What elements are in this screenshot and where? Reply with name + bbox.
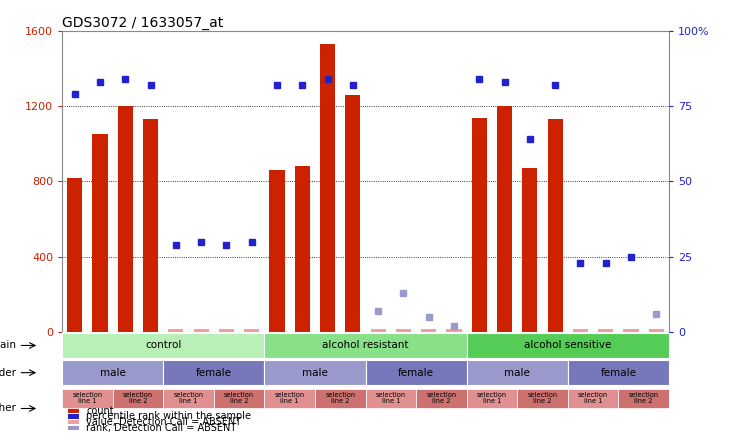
Bar: [598, 329, 613, 332]
Bar: [447, 329, 461, 332]
Bar: [118, 106, 133, 332]
Text: alcohol resistant: alcohol resistant: [322, 341, 409, 350]
Bar: [548, 119, 563, 332]
Bar: [265, 388, 315, 408]
Bar: [497, 106, 512, 332]
Text: selection
line 2: selection line 2: [123, 392, 153, 404]
Bar: [366, 388, 416, 408]
Text: selection
line 1: selection line 1: [578, 392, 608, 404]
Text: selection
line 1: selection line 1: [275, 392, 305, 404]
Bar: [68, 408, 79, 413]
Text: alcohol sensitive: alcohol sensitive: [524, 341, 611, 350]
Bar: [113, 388, 163, 408]
Text: selection
line 1: selection line 1: [173, 392, 204, 404]
Bar: [163, 388, 213, 408]
Text: selection
line 1: selection line 1: [72, 392, 102, 404]
Text: count: count: [86, 406, 114, 416]
Text: GDS3072 / 1633057_at: GDS3072 / 1633057_at: [62, 16, 224, 30]
Bar: [366, 361, 466, 385]
Text: male: male: [302, 368, 328, 378]
Text: female: female: [600, 368, 636, 378]
Text: selection
line 2: selection line 2: [426, 392, 456, 404]
Bar: [295, 166, 310, 332]
Bar: [618, 388, 669, 408]
Bar: [568, 361, 669, 385]
Bar: [396, 329, 411, 332]
Bar: [265, 333, 466, 358]
Text: selection
line 2: selection line 2: [527, 392, 558, 404]
Bar: [213, 388, 265, 408]
Bar: [421, 329, 436, 332]
Text: selection
line 2: selection line 2: [224, 392, 254, 404]
Bar: [62, 388, 113, 408]
Text: female: female: [196, 368, 232, 378]
Bar: [568, 388, 618, 408]
Bar: [265, 361, 366, 385]
Text: male: male: [99, 368, 126, 378]
Text: selection
line 2: selection line 2: [629, 392, 659, 404]
Bar: [522, 168, 537, 332]
Bar: [68, 426, 79, 430]
Bar: [194, 329, 209, 332]
Bar: [416, 388, 466, 408]
Bar: [62, 361, 163, 385]
Text: male: male: [504, 368, 530, 378]
Text: selection
line 1: selection line 1: [376, 392, 406, 404]
Bar: [168, 329, 183, 332]
Text: rank, Detection Call = ABSENT: rank, Detection Call = ABSENT: [86, 423, 237, 433]
Bar: [62, 333, 265, 358]
Bar: [648, 329, 664, 332]
Text: selection
line 2: selection line 2: [325, 392, 355, 404]
Bar: [163, 361, 265, 385]
Bar: [371, 329, 386, 332]
Text: value, Detection Call = ABSENT: value, Detection Call = ABSENT: [86, 417, 241, 427]
Bar: [68, 420, 79, 424]
Bar: [466, 333, 669, 358]
Bar: [471, 118, 487, 332]
Bar: [143, 119, 158, 332]
Bar: [244, 329, 260, 332]
Bar: [624, 329, 639, 332]
Bar: [92, 135, 107, 332]
Bar: [315, 388, 366, 408]
Bar: [219, 329, 234, 332]
Text: gender: gender: [0, 368, 16, 378]
Bar: [345, 95, 360, 332]
Bar: [270, 170, 284, 332]
Bar: [320, 44, 335, 332]
Bar: [518, 388, 568, 408]
Text: selection
line 1: selection line 1: [477, 392, 507, 404]
Bar: [67, 178, 83, 332]
Bar: [68, 414, 79, 419]
Text: control: control: [145, 341, 181, 350]
Bar: [573, 329, 588, 332]
Text: strain: strain: [0, 341, 16, 350]
Text: female: female: [398, 368, 434, 378]
Text: other: other: [0, 404, 16, 413]
Bar: [466, 388, 518, 408]
Bar: [466, 361, 568, 385]
Text: percentile rank within the sample: percentile rank within the sample: [86, 412, 251, 421]
